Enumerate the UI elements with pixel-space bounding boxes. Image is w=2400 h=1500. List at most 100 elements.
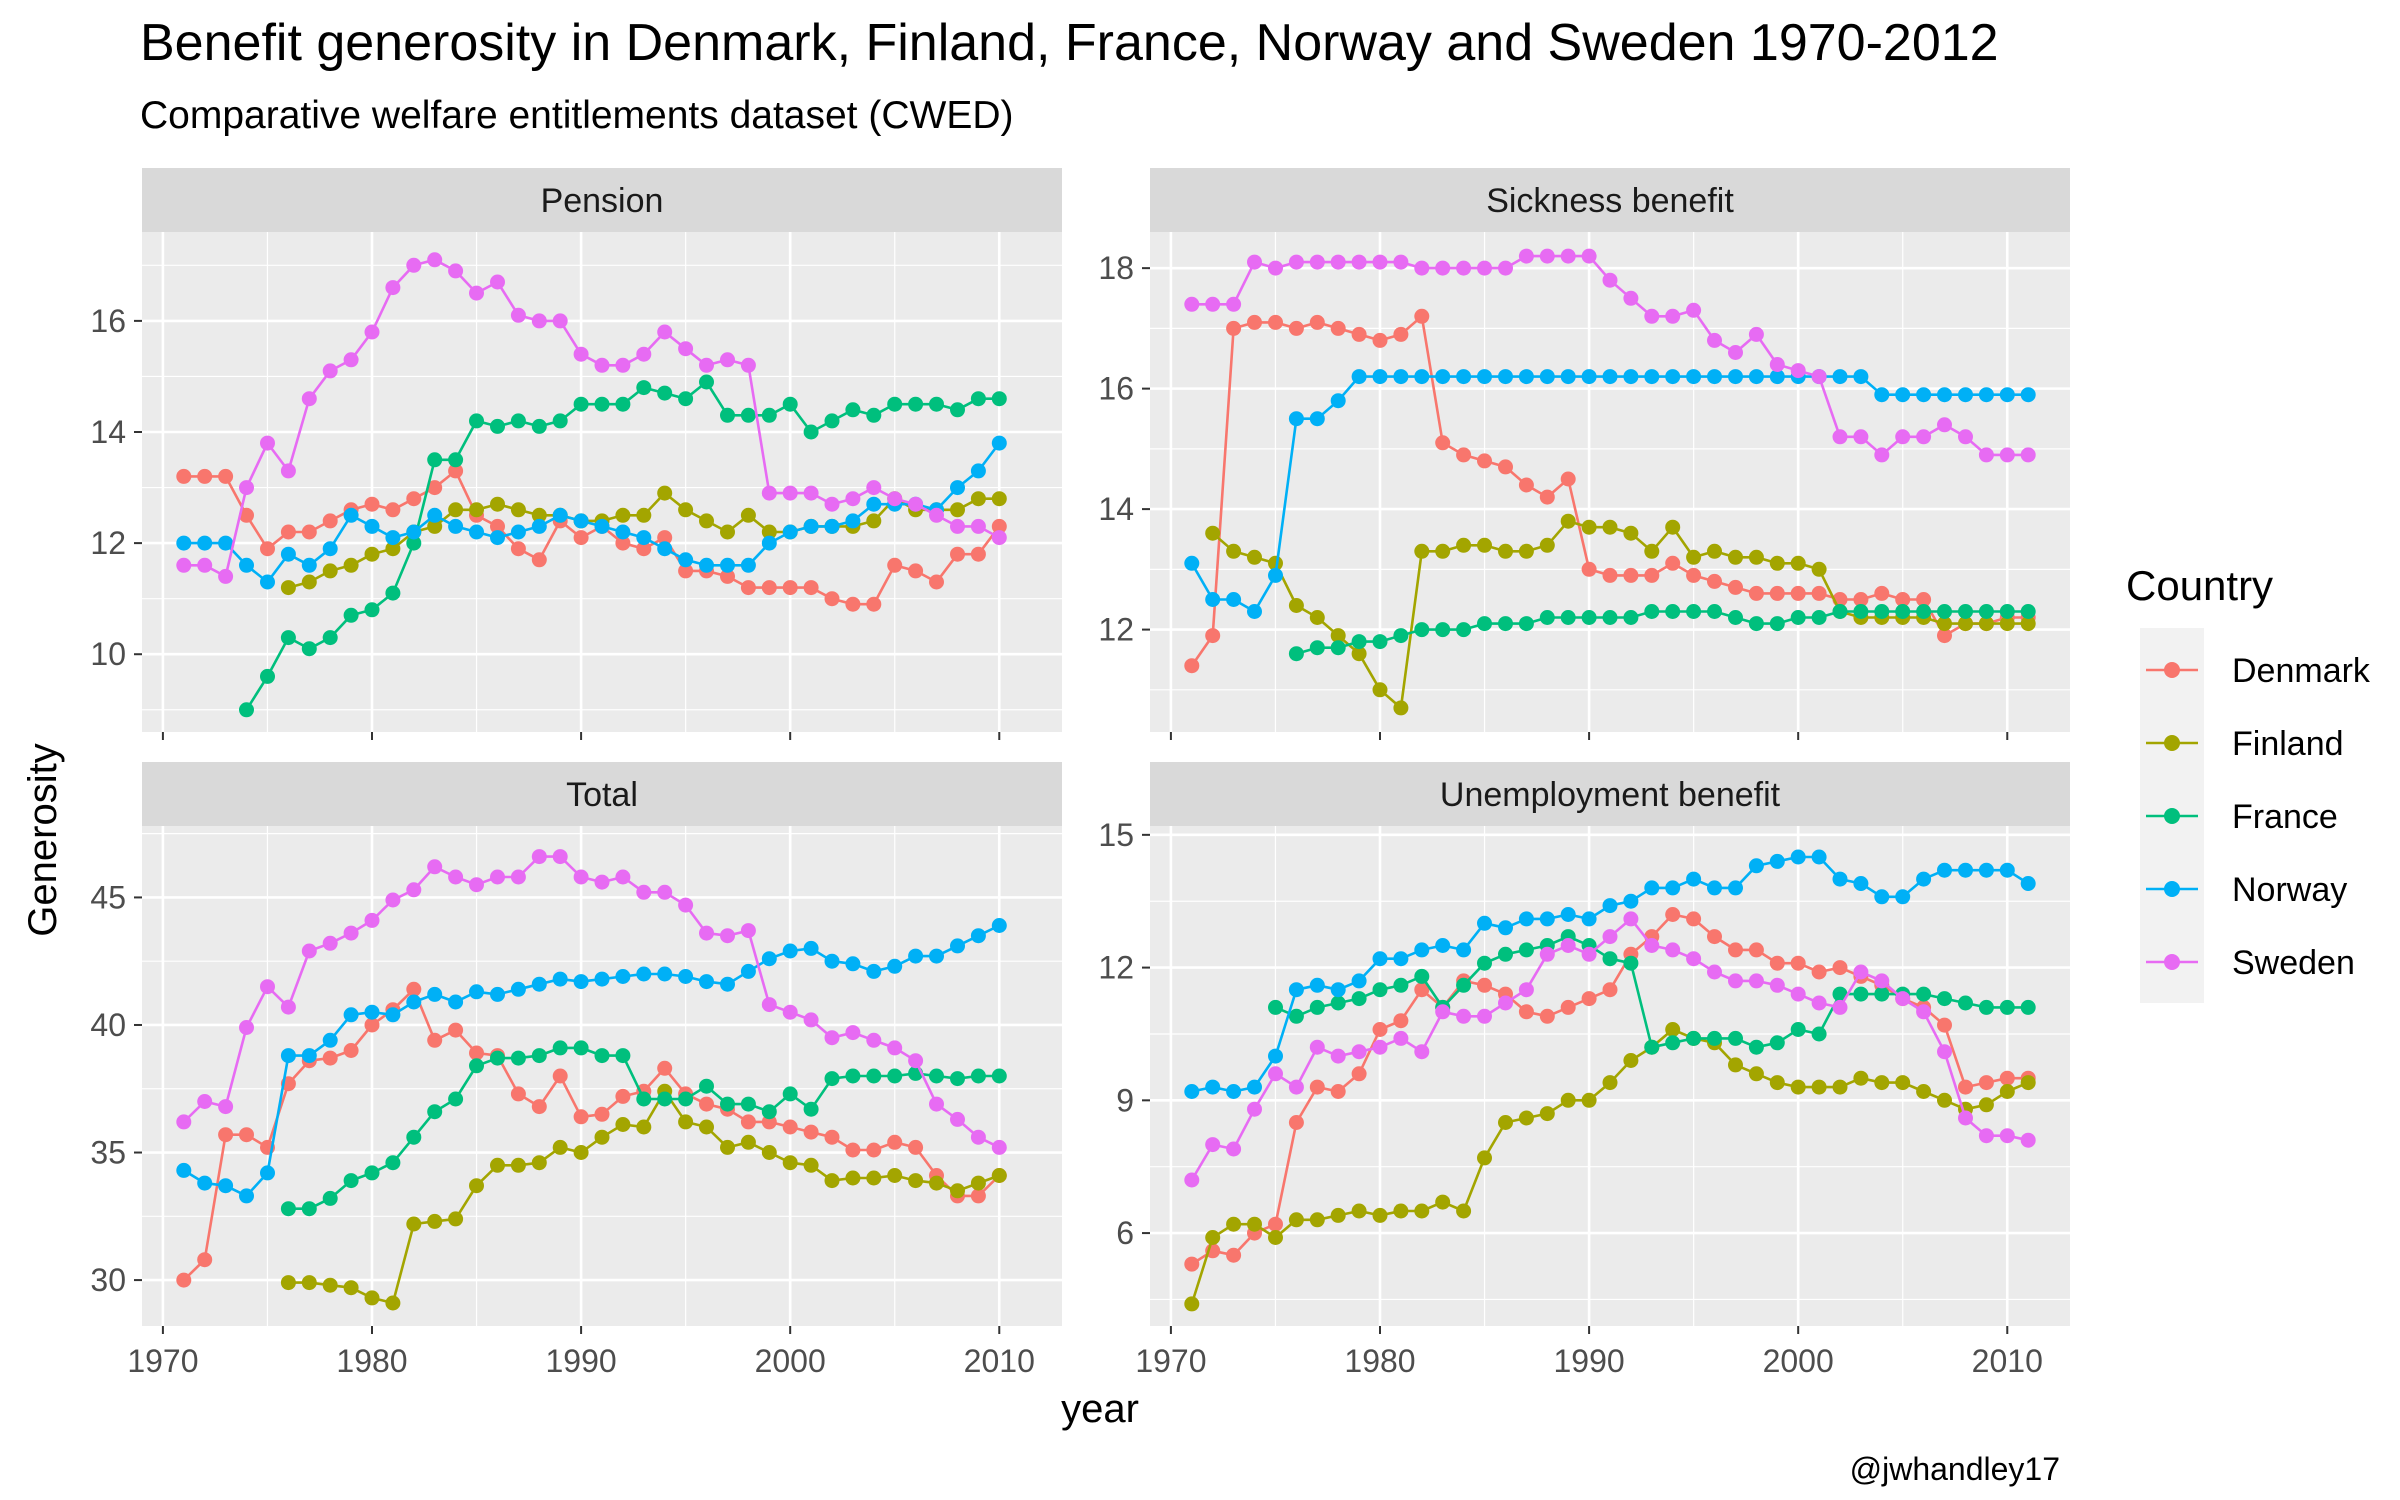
data-point-denmark <box>1539 489 1555 505</box>
data-point-norway <box>260 574 275 590</box>
data-point-france <box>1748 1039 1764 1055</box>
data-point-norway <box>782 943 798 959</box>
data-point-sweden <box>1916 429 1932 445</box>
data-point-finland <box>615 507 631 523</box>
data-point-sweden <box>824 1030 840 1046</box>
data-point-france <box>699 1078 714 1094</box>
data-point-france <box>991 391 1007 407</box>
data-point-france <box>1728 1030 1743 1046</box>
data-point-france <box>510 1050 526 1066</box>
data-point-norway <box>1769 853 1785 869</box>
data-point-sweden <box>1518 982 1534 998</box>
data-point-norway <box>385 530 401 546</box>
data-point-france <box>1978 604 1994 619</box>
data-point-sweden <box>720 928 735 944</box>
data-point-sweden <box>1874 447 1890 463</box>
data-point-france <box>1372 634 1388 650</box>
data-point-sweden <box>385 280 401 296</box>
data-point-finland <box>1351 1203 1367 1219</box>
data-point-norway <box>1937 862 1952 878</box>
data-point-sweden <box>552 313 568 329</box>
data-point-denmark <box>1372 1022 1388 1037</box>
y-tick-label: 12 <box>1098 950 1134 986</box>
data-point-finland <box>1790 555 1806 571</box>
data-point-sweden <box>197 1094 213 1109</box>
data-point-finland <box>510 1157 526 1173</box>
data-point-france <box>636 1091 652 1107</box>
data-point-denmark <box>1686 911 1702 927</box>
data-point-sweden <box>1330 254 1346 270</box>
data-point-sweden <box>260 435 275 451</box>
data-point-sweden <box>970 1129 986 1145</box>
data-point-finland <box>531 1155 547 1171</box>
legend-item-denmark: Denmark <box>2146 652 2371 690</box>
legend-label: Denmark <box>2232 652 2371 690</box>
data-point-france <box>1937 991 1952 1007</box>
data-point-denmark <box>657 1060 673 1076</box>
data-point-sweden <box>469 877 484 893</box>
data-point-sweden <box>887 491 903 507</box>
data-point-france <box>1748 616 1764 632</box>
data-point-finland <box>1498 1115 1513 1130</box>
data-point-sweden <box>1790 986 1806 1002</box>
data-point-sweden <box>343 352 359 368</box>
data-point-france <box>1999 604 2015 619</box>
data-point-france <box>427 452 443 468</box>
x-tick-label: 1980 <box>1344 1343 1415 1379</box>
data-point-france <box>1937 604 1952 619</box>
data-point-norway <box>1205 1079 1221 1095</box>
data-point-finland <box>1372 682 1388 698</box>
x-tick-label: 1970 <box>1135 1343 1206 1379</box>
data-point-france <box>1518 942 1534 958</box>
data-point-norway <box>1456 942 1472 958</box>
data-point-france <box>991 1068 1007 1084</box>
data-point-sweden <box>950 1111 965 1127</box>
legend-label: France <box>2232 798 2338 836</box>
data-point-sweden <box>1309 254 1325 270</box>
data-point-finland <box>824 1173 840 1189</box>
data-point-sweden <box>1560 938 1576 953</box>
data-point-france <box>1644 1039 1660 1055</box>
data-point-finland <box>970 1175 986 1191</box>
data-point-finland <box>1435 1194 1451 1210</box>
legend-item-norway: Norway <box>2146 871 2347 909</box>
x-tick-label: 2000 <box>755 1343 826 1379</box>
data-point-france <box>1999 999 2015 1015</box>
data-point-france <box>1707 1030 1722 1046</box>
data-point-france <box>343 607 359 623</box>
data-point-finland <box>929 1175 944 1191</box>
y-tick-label: 16 <box>90 303 126 339</box>
data-point-norway <box>887 958 903 974</box>
data-point-finland <box>1288 1212 1304 1228</box>
data-point-denmark <box>908 563 924 579</box>
data-point-norway <box>552 971 568 987</box>
data-point-sweden <box>1644 938 1660 953</box>
data-point-finland <box>1769 555 1785 571</box>
data-point-france <box>510 413 526 429</box>
data-point-finland <box>740 507 756 523</box>
data-point-norway <box>1916 387 1932 403</box>
data-point-denmark <box>1707 573 1722 589</box>
data-point-sweden <box>427 859 443 875</box>
series-line-sweden <box>183 258 1000 578</box>
data-point-norway <box>1581 369 1597 385</box>
series-finland <box>280 1083 1007 1311</box>
data-point-norway <box>699 557 714 573</box>
legend-key-point <box>2164 881 2180 897</box>
series-line-sweden <box>182 855 1000 1149</box>
data-point-sweden <box>929 1096 944 1112</box>
data-point-norway <box>1309 977 1325 993</box>
data-point-sweden <box>1937 417 1952 433</box>
data-point-denmark <box>824 591 840 607</box>
data-point-norway <box>678 969 694 984</box>
data-point-norway <box>950 480 965 496</box>
legend-item-france: France <box>2146 798 2338 836</box>
data-point-norway <box>218 1178 234 1194</box>
data-point-norway <box>929 948 944 964</box>
data-point-finland <box>1414 1203 1430 1219</box>
data-point-finland <box>1644 543 1660 559</box>
data-point-norway <box>950 938 965 954</box>
data-point-norway <box>197 1175 213 1191</box>
data-point-sweden <box>657 884 673 900</box>
data-point-norway <box>406 994 422 1010</box>
